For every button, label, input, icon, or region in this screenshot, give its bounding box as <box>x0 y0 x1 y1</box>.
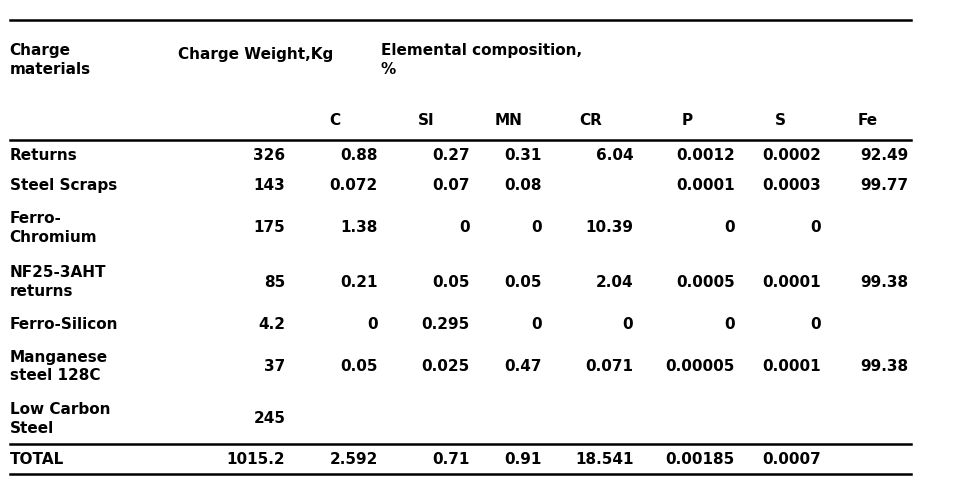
Text: 0.0001: 0.0001 <box>676 178 735 193</box>
Text: P: P <box>682 113 692 128</box>
Text: 0: 0 <box>811 317 821 332</box>
Text: 1.38: 1.38 <box>340 220 378 236</box>
Text: 0.0005: 0.0005 <box>676 275 735 289</box>
Text: Returns: Returns <box>10 148 77 163</box>
Text: Ferro-
Chromium: Ferro- Chromium <box>10 211 97 245</box>
Text: Charge Weight,Kg: Charge Weight,Kg <box>178 47 334 62</box>
Text: Low Carbon
Steel: Low Carbon Steel <box>10 402 110 436</box>
Text: 0.31: 0.31 <box>504 148 542 163</box>
Text: 143: 143 <box>254 178 285 193</box>
Text: 6.04: 6.04 <box>596 148 633 163</box>
Text: 92.49: 92.49 <box>860 148 908 163</box>
Text: 4.2: 4.2 <box>258 317 285 332</box>
Text: 0.071: 0.071 <box>585 359 633 374</box>
Text: 99.38: 99.38 <box>860 275 908 289</box>
Text: 245: 245 <box>254 412 285 426</box>
Text: 0.0007: 0.0007 <box>763 452 821 467</box>
Text: 85: 85 <box>264 275 285 289</box>
Text: 99.38: 99.38 <box>860 359 908 374</box>
Text: 0: 0 <box>531 317 542 332</box>
Text: 0.0002: 0.0002 <box>763 148 821 163</box>
Text: Fe: Fe <box>858 113 877 128</box>
Text: 0.91: 0.91 <box>504 452 542 467</box>
Text: 10.39: 10.39 <box>585 220 633 236</box>
Text: 0.07: 0.07 <box>432 178 469 193</box>
Text: S: S <box>775 113 787 128</box>
Text: 0.072: 0.072 <box>330 178 378 193</box>
Text: MN: MN <box>495 113 522 128</box>
Text: 1015.2: 1015.2 <box>227 452 285 467</box>
Text: 0.05: 0.05 <box>340 359 378 374</box>
Text: 0.0012: 0.0012 <box>676 148 735 163</box>
Text: 2.04: 2.04 <box>596 275 633 289</box>
Text: 2.592: 2.592 <box>330 452 378 467</box>
Text: 175: 175 <box>254 220 285 236</box>
Text: 0: 0 <box>459 220 469 236</box>
Text: Ferro-Silicon: Ferro-Silicon <box>10 317 119 332</box>
Text: 0: 0 <box>724 220 735 236</box>
Text: SI: SI <box>418 113 435 128</box>
Text: 0.47: 0.47 <box>504 359 542 374</box>
Text: 0: 0 <box>623 317 633 332</box>
Text: C: C <box>330 113 340 128</box>
Text: 0: 0 <box>724 317 735 332</box>
Text: 0.295: 0.295 <box>421 317 469 332</box>
Text: 0: 0 <box>367 317 378 332</box>
Text: CR: CR <box>579 113 602 128</box>
Text: 0.00005: 0.00005 <box>665 359 735 374</box>
Text: Steel Scraps: Steel Scraps <box>10 178 117 193</box>
Text: 18.541: 18.541 <box>575 452 633 467</box>
Text: 0.21: 0.21 <box>340 275 378 289</box>
Text: 0.0003: 0.0003 <box>763 178 821 193</box>
Text: 0.05: 0.05 <box>432 275 469 289</box>
Text: Charge
materials: Charge materials <box>10 43 91 77</box>
Text: 0.08: 0.08 <box>504 178 542 193</box>
Text: NF25-3AHT
returns: NF25-3AHT returns <box>10 265 106 299</box>
Text: Manganese
steel 128C: Manganese steel 128C <box>10 350 108 383</box>
Text: 99.77: 99.77 <box>860 178 908 193</box>
Text: 0.00185: 0.00185 <box>665 452 735 467</box>
Text: 0.05: 0.05 <box>504 275 542 289</box>
Text: 0: 0 <box>811 220 821 236</box>
Text: 0.0001: 0.0001 <box>763 275 821 289</box>
Text: 326: 326 <box>254 148 285 163</box>
Text: 0.025: 0.025 <box>421 359 469 374</box>
Text: 0.27: 0.27 <box>432 148 469 163</box>
Text: 0.71: 0.71 <box>432 452 469 467</box>
Text: 0: 0 <box>531 220 542 236</box>
Text: TOTAL: TOTAL <box>10 452 64 467</box>
Text: 0.88: 0.88 <box>340 148 378 163</box>
Text: 0.0001: 0.0001 <box>763 359 821 374</box>
Text: Elemental composition,
%: Elemental composition, % <box>381 43 582 77</box>
Text: 37: 37 <box>264 359 285 374</box>
